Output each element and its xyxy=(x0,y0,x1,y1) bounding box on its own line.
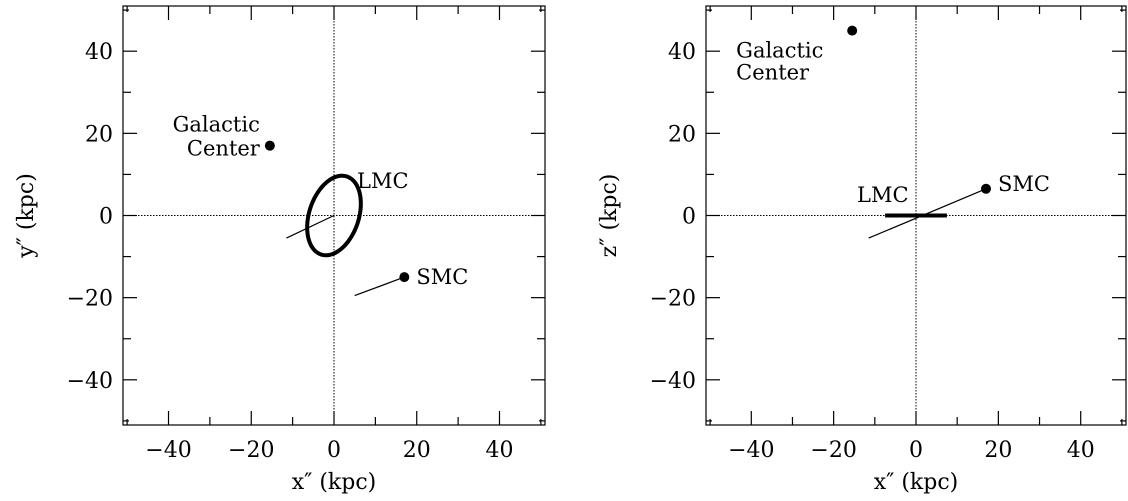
x-tick-label: −20 xyxy=(810,438,856,463)
galactic-center-label: Center xyxy=(736,61,810,85)
x-axis-label: x″ (kpc) xyxy=(292,470,377,495)
chart-panel-2: −40 −20 0 20 40 −40 −20 0 20 40 x″ (kpc) z″ (kpc) LM… xyxy=(597,5,1127,495)
galactic-center-label: Galactic xyxy=(173,113,260,137)
y-tick-label: −40 xyxy=(650,369,696,394)
galactic-center-label: Center xyxy=(187,137,261,161)
lmc-ellipse xyxy=(305,173,363,258)
lmc-label: LMC xyxy=(857,183,909,207)
y-tick-label: 0 xyxy=(682,205,696,230)
y-tick-label: 20 xyxy=(85,122,113,147)
y-axis-label: y″ (kpc) xyxy=(14,173,39,259)
x-tick-label: 20 xyxy=(984,438,1012,463)
y-tick-label: −20 xyxy=(650,287,696,312)
y-tick-label: −20 xyxy=(67,287,113,312)
x-tick-label: −40 xyxy=(728,438,774,463)
x-tick-label: 40 xyxy=(485,438,513,463)
x-axis-label: x″ (kpc) xyxy=(874,470,959,495)
galactic-center-label: Galactic xyxy=(736,39,823,63)
galactic-center-point xyxy=(264,140,275,151)
smc-label: SMC xyxy=(998,172,1050,196)
galactic-center-point xyxy=(847,25,858,36)
projection-line xyxy=(868,188,987,239)
projection-line xyxy=(354,276,405,297)
chart-panel-1: −40 −20 0 20 40 −40 −20 0 20 40 x″ (kpc) y″ (kpc) LM… xyxy=(14,5,546,495)
lmc-label: LMC xyxy=(357,169,409,193)
x-tick-label: 0 xyxy=(327,438,341,463)
y-axis-label: z″ (kpc) xyxy=(597,174,622,258)
smc-point xyxy=(981,183,991,194)
x-tick-label: −20 xyxy=(228,438,274,463)
y-tick-label: 20 xyxy=(668,122,696,147)
x-tick-label: 40 xyxy=(1067,438,1095,463)
y-tick-label: 40 xyxy=(668,40,696,65)
x-tick-label: 20 xyxy=(403,438,431,463)
y-tick-label: 40 xyxy=(85,40,113,65)
y-tick-label: 0 xyxy=(99,205,113,230)
projection-line xyxy=(286,214,335,239)
smc-point xyxy=(399,272,410,283)
smc-label: SMC xyxy=(416,265,468,289)
y-tick-label: −40 xyxy=(67,369,113,394)
x-tick-label: −40 xyxy=(145,438,191,463)
x-tick-label: 0 xyxy=(909,438,923,463)
